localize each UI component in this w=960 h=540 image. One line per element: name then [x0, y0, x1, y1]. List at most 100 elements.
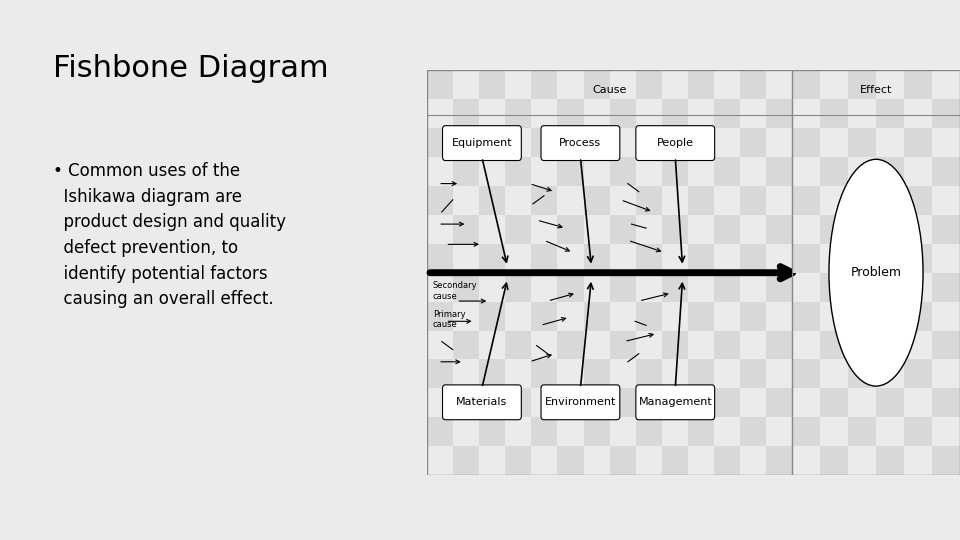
Bar: [558, 215, 584, 244]
Bar: [584, 186, 610, 215]
FancyBboxPatch shape: [541, 385, 620, 420]
Bar: [687, 360, 714, 388]
Bar: [904, 360, 932, 388]
Bar: [479, 302, 505, 330]
FancyBboxPatch shape: [541, 126, 620, 160]
Bar: [714, 99, 740, 128]
Bar: [453, 215, 479, 244]
Bar: [584, 360, 610, 388]
Text: Primary
cause: Primary cause: [433, 309, 466, 329]
Bar: [661, 99, 687, 128]
Bar: [932, 388, 960, 417]
Bar: [687, 70, 714, 99]
Bar: [610, 157, 636, 186]
Bar: [532, 360, 558, 388]
Bar: [904, 128, 932, 157]
Bar: [427, 417, 453, 446]
Text: Secondary
cause: Secondary cause: [433, 281, 477, 301]
Text: • Common uses of the
  Ishikawa diagram are
  product design and quality
  defec: • Common uses of the Ishikawa diagram ar…: [53, 162, 286, 308]
Bar: [714, 446, 740, 475]
Bar: [505, 215, 532, 244]
Bar: [584, 417, 610, 446]
Bar: [876, 157, 904, 186]
Bar: [558, 273, 584, 302]
Bar: [558, 330, 584, 360]
Bar: [714, 388, 740, 417]
Bar: [766, 273, 792, 302]
Bar: [792, 244, 820, 273]
Bar: [766, 157, 792, 186]
Bar: [532, 128, 558, 157]
Bar: [661, 273, 687, 302]
FancyBboxPatch shape: [443, 385, 521, 420]
Bar: [876, 330, 904, 360]
Bar: [740, 128, 766, 157]
Bar: [932, 215, 960, 244]
Bar: [427, 70, 453, 99]
Bar: [427, 244, 453, 273]
Bar: [505, 273, 532, 302]
Bar: [792, 128, 820, 157]
Bar: [427, 128, 453, 157]
Bar: [848, 360, 876, 388]
Bar: [532, 244, 558, 273]
Bar: [636, 360, 661, 388]
Bar: [932, 157, 960, 186]
Bar: [427, 360, 453, 388]
Text: Environment: Environment: [544, 397, 616, 407]
Bar: [610, 273, 636, 302]
Bar: [740, 417, 766, 446]
Bar: [505, 99, 532, 128]
Bar: [766, 446, 792, 475]
Bar: [848, 417, 876, 446]
Bar: [932, 99, 960, 128]
Bar: [792, 360, 820, 388]
Bar: [505, 330, 532, 360]
Bar: [453, 273, 479, 302]
Bar: [904, 70, 932, 99]
Bar: [714, 157, 740, 186]
Bar: [479, 70, 505, 99]
FancyBboxPatch shape: [443, 126, 521, 160]
Bar: [904, 417, 932, 446]
Bar: [610, 388, 636, 417]
Bar: [904, 244, 932, 273]
Bar: [848, 186, 876, 215]
Bar: [505, 157, 532, 186]
FancyBboxPatch shape: [636, 126, 714, 160]
Bar: [584, 302, 610, 330]
Bar: [661, 446, 687, 475]
Text: Process: Process: [560, 138, 602, 148]
Text: Materials: Materials: [456, 397, 508, 407]
Bar: [479, 360, 505, 388]
Bar: [820, 330, 848, 360]
Text: Cause: Cause: [592, 85, 627, 96]
Bar: [740, 244, 766, 273]
Bar: [792, 417, 820, 446]
Bar: [932, 446, 960, 475]
Bar: [479, 186, 505, 215]
Bar: [766, 99, 792, 128]
Bar: [820, 388, 848, 417]
Bar: [558, 157, 584, 186]
Bar: [876, 273, 904, 302]
Bar: [661, 330, 687, 360]
Bar: [558, 388, 584, 417]
Bar: [766, 330, 792, 360]
Bar: [532, 186, 558, 215]
Bar: [584, 70, 610, 99]
Bar: [610, 99, 636, 128]
Bar: [714, 215, 740, 244]
Bar: [792, 70, 820, 99]
Bar: [427, 302, 453, 330]
Bar: [820, 273, 848, 302]
Bar: [792, 186, 820, 215]
Bar: [610, 215, 636, 244]
Bar: [766, 215, 792, 244]
Bar: [932, 273, 960, 302]
Bar: [558, 99, 584, 128]
Bar: [904, 186, 932, 215]
FancyBboxPatch shape: [636, 385, 714, 420]
Bar: [848, 302, 876, 330]
Bar: [505, 388, 532, 417]
